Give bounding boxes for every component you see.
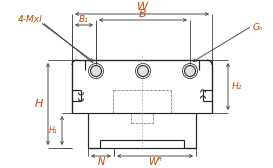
Text: B: B [139,9,147,19]
Circle shape [91,66,102,76]
Text: 4-Mxl: 4-Mxl [18,15,43,25]
Text: H: H [35,99,43,109]
Circle shape [185,66,195,76]
Circle shape [138,66,149,76]
Text: H₁: H₁ [49,126,57,135]
Text: N: N [97,157,105,167]
Text: Wᴿ: Wᴿ [148,157,162,167]
Text: W: W [136,2,147,12]
Text: Gₙ: Gₙ [253,24,264,32]
Text: B₁: B₁ [79,14,89,24]
Text: H₂: H₂ [232,82,242,91]
